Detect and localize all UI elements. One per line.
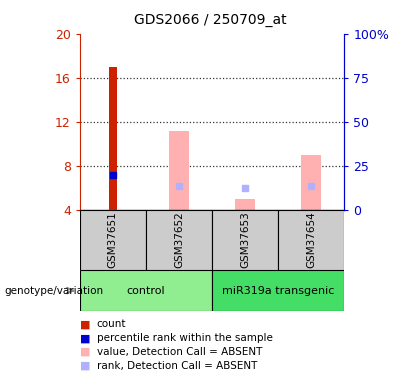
Bar [146,210,212,270]
Bar [109,67,117,210]
Text: ■: ■ [80,361,90,371]
Bar [80,270,212,311]
Text: control: control [127,286,165,296]
Text: count: count [97,320,126,329]
Bar [235,199,255,210]
Bar [212,210,278,270]
Bar [302,155,321,210]
Text: percentile rank within the sample: percentile rank within the sample [97,333,273,343]
Bar [169,131,189,210]
Text: ■: ■ [80,320,90,329]
Text: GSM37651: GSM37651 [108,211,118,268]
Text: GSM37652: GSM37652 [174,211,184,268]
Bar [212,270,344,311]
Text: rank, Detection Call = ABSENT: rank, Detection Call = ABSENT [97,361,257,371]
Text: genotype/variation: genotype/variation [4,286,103,296]
Bar [80,210,146,270]
Bar [278,210,344,270]
Text: GSM37653: GSM37653 [240,211,250,268]
Text: ■: ■ [80,333,90,343]
Text: GDS2066 / 250709_at: GDS2066 / 250709_at [134,13,286,27]
Text: value, Detection Call = ABSENT: value, Detection Call = ABSENT [97,347,262,357]
Text: miR319a transgenic: miR319a transgenic [222,286,334,296]
Text: ■: ■ [80,347,90,357]
Text: GSM37654: GSM37654 [306,211,316,268]
